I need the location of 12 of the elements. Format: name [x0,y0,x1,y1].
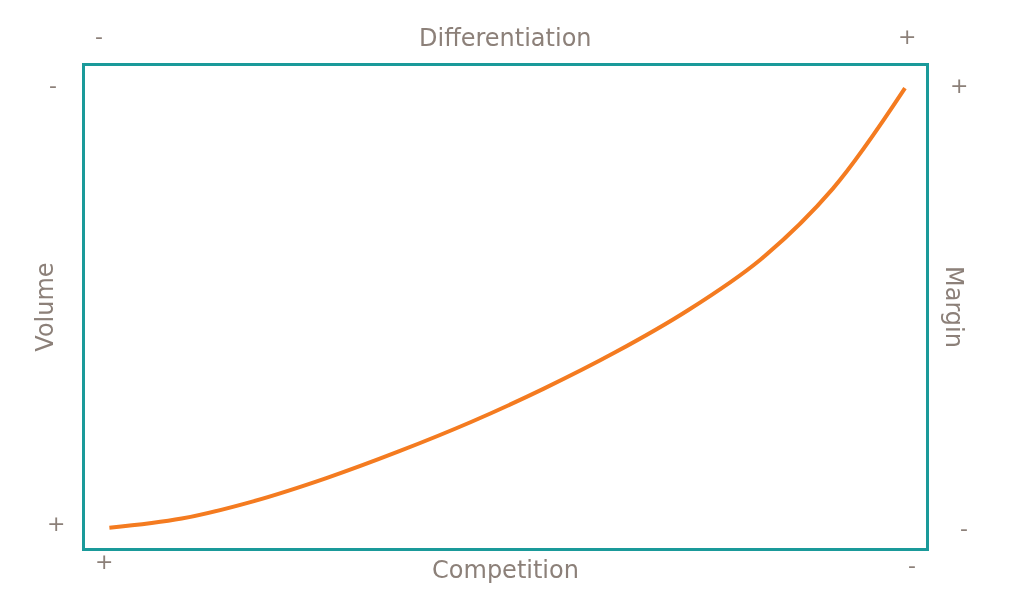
text: + [47,511,66,536]
text: - [908,553,916,578]
text: + [950,73,969,98]
x-axis-title: Competition [432,556,579,585]
text: + [95,549,114,574]
text: - [960,516,968,541]
text: - [95,24,103,49]
y2-axis-title: Margin [940,266,968,348]
x2-axis-title: Differentiation [419,24,592,52]
text: + [898,24,917,49]
text: - [49,73,57,98]
y-axis-title: Volume [31,262,60,352]
